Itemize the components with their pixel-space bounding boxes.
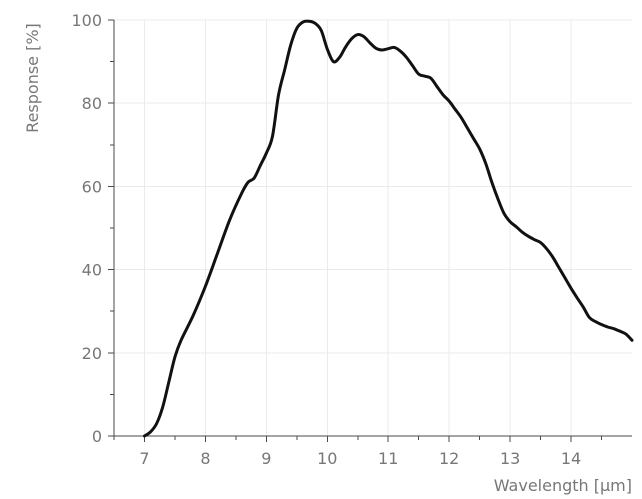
x-tick-label: 8 xyxy=(200,449,210,468)
axes xyxy=(113,20,632,437)
y-tick-label: 0 xyxy=(92,427,102,446)
response-curve xyxy=(142,19,634,438)
x-axis-label: Wavelength [µm] xyxy=(494,476,632,495)
y-tick-label: 100 xyxy=(71,11,102,30)
series-layer xyxy=(142,19,634,438)
y-tick-label: 40 xyxy=(82,261,102,280)
x-tick-label: 13 xyxy=(500,449,520,468)
y-axis-label: Response [%] xyxy=(23,23,42,133)
x-tick-label: 14 xyxy=(561,449,581,468)
x-tick-label: 12 xyxy=(439,449,459,468)
y-tick-label: 80 xyxy=(82,94,102,113)
axis-ticks: 0 20 40 60 80 100 7 8 9 10 11 12 13 14 xyxy=(71,11,603,468)
x-tick-label: 7 xyxy=(139,449,149,468)
x-tick-label: 11 xyxy=(378,449,398,468)
y-tick-label: 20 xyxy=(82,344,102,363)
x-tick-label: 10 xyxy=(317,449,337,468)
grid-lines xyxy=(114,19,632,437)
x-tick-label: 9 xyxy=(261,449,271,468)
y-tick-label: 60 xyxy=(82,177,102,196)
